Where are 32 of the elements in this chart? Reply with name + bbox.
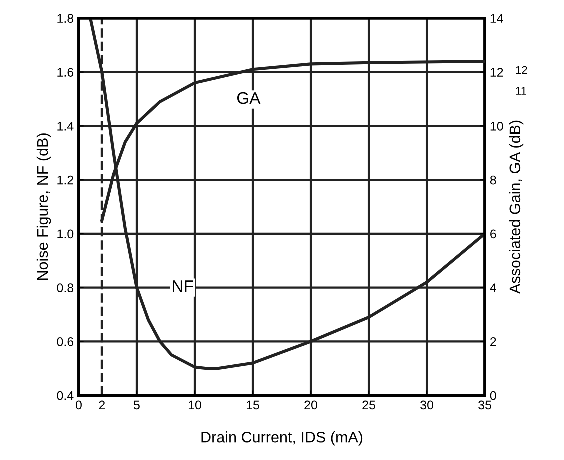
x-tick-label: 20	[304, 400, 318, 410]
y-tick-label: 0.8	[57, 284, 74, 292]
y-axis-title: Noise Figure, NF (dB)	[36, 134, 52, 280]
x-tick-label: 2	[99, 400, 106, 410]
y2-tick-label: 14	[490, 14, 504, 23]
y-tick-label: 0.6	[57, 338, 74, 346]
x-tick-label: 30	[420, 400, 434, 410]
text: 12	[516, 66, 528, 74]
y-tick-label: 0.4	[57, 391, 74, 400]
x-axis-title: Drain Current, IDS (mA)	[202, 432, 363, 446]
series-label: GA	[237, 92, 261, 104]
y2-tick-label: 6	[490, 230, 496, 239]
x-tick-label: 0	[76, 400, 82, 410]
y2-tick-label: 10	[490, 122, 504, 131]
x-tick-label: 5	[134, 400, 140, 410]
y-tick-label: 1.4	[58, 122, 74, 131]
y2-tick-label: 12	[490, 68, 504, 77]
x-tick-label: 25	[362, 400, 376, 410]
y-tick-label: 1.8	[58, 14, 74, 24]
text: 11	[516, 87, 526, 95]
x-tick-label: 15	[246, 400, 260, 410]
y-tick-label: 1.6	[58, 68, 74, 77]
y2-tick-label: 0	[490, 391, 496, 400]
y-tick-label: 1.0	[58, 230, 74, 239]
y2-tick-label: 2	[490, 338, 496, 346]
y2-axis-title: Associated Gain, GA (dB)	[509, 120, 524, 294]
y2-tick-label: 8	[490, 176, 496, 185]
x-tick-label: 10	[188, 400, 202, 410]
y-tick-label: 1.2	[58, 176, 74, 185]
y2-tick-label: 4	[490, 284, 496, 292]
series-label: NF	[173, 280, 194, 292]
x-tick-label: 35	[478, 400, 492, 410]
